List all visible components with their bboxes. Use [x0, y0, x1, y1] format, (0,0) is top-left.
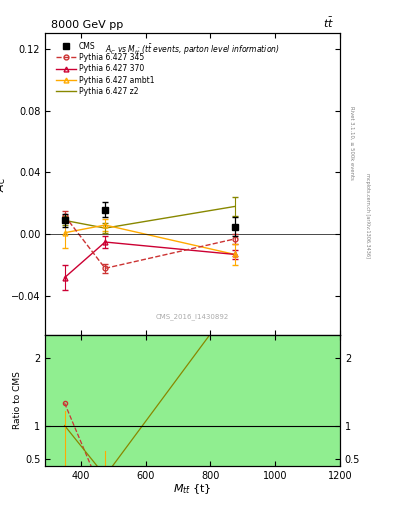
Text: $A_C$ vs $M_{t\bar{t}}$ ($t\bar{t}$ events, parton level information): $A_C$ vs $M_{t\bar{t}}$ ($t\bar{t}$ even…: [105, 42, 280, 57]
Legend: CMS, Pythia 6.427 345, Pythia 6.427 370, Pythia 6.427 ambt1, Pythia 6.427 z2: CMS, Pythia 6.427 345, Pythia 6.427 370,…: [55, 40, 156, 97]
Y-axis label: $A_C$: $A_C$: [0, 176, 8, 192]
Text: Rivet 3.1.10, ≥ 500k events: Rivet 3.1.10, ≥ 500k events: [349, 106, 354, 180]
Text: CMS_2016_I1430892: CMS_2016_I1430892: [156, 313, 229, 319]
Text: mcplots.cern.ch [arXiv:1306.3436]: mcplots.cern.ch [arXiv:1306.3436]: [365, 173, 370, 258]
Y-axis label: Ratio to CMS: Ratio to CMS: [13, 371, 22, 429]
Text: 8000 GeV pp: 8000 GeV pp: [51, 20, 123, 30]
Text: $t\bar{t}$: $t\bar{t}$: [323, 16, 334, 30]
X-axis label: $M_{t\bar{t}}$ {t}: $M_{t\bar{t}}$ {t}: [173, 482, 212, 496]
